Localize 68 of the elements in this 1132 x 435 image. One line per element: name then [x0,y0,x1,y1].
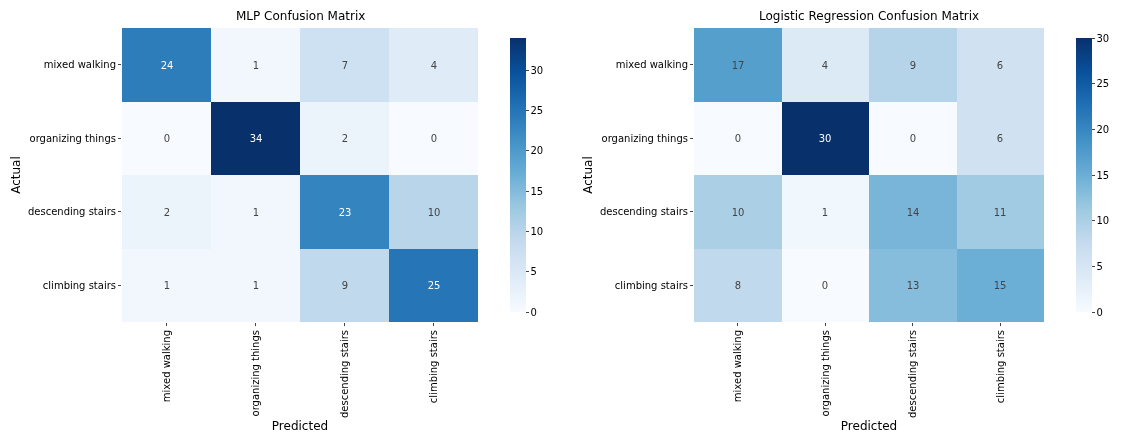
data-label: 1 [252,206,260,218]
color-bar-label: 30 [1096,32,1110,44]
data-label: 0 [821,279,829,291]
data-label: 0 [430,132,438,144]
color-bar-label: 5 [530,266,537,278]
chart-title: Logistic Regression Confusion Matrix [759,9,980,23]
color-bar-label: 30 [530,64,544,76]
x-tick-label: organizing things [819,330,831,417]
data-label: 10 [731,206,745,218]
data-label: 24 [160,59,174,71]
y-tick-label: descending stairs [27,206,116,218]
color-bar-label: 0 [1096,306,1103,318]
data-label: 0 [909,132,917,144]
chart-title: MLP Confusion Matrix [236,9,366,23]
y-tick-label: organizing things [29,132,116,144]
data-label: 2 [341,132,349,144]
x-tick-label: descending stairs [907,330,918,419]
data-label: 23 [338,206,352,218]
x-tick-label: climbing stairs [994,330,1006,404]
data-label: 8 [734,279,742,291]
data-label: 15 [993,279,1007,291]
x-tick-label: organizing things [249,330,261,417]
data-label: 34 [249,132,263,144]
y-axis-title: Actual [581,156,596,194]
data-label: 6 [996,132,1004,144]
data-label: 11 [993,206,1007,218]
y-tick-label: organizing things [601,132,688,144]
data-label: 0 [734,132,742,144]
color-bar-label: 5 [1096,260,1103,272]
data-label: 17 [731,59,745,71]
x-axis-title: Predicted [840,418,898,433]
data-label: 1 [163,279,171,291]
data-label: 0 [163,132,171,144]
x-tick-label: mixed walking [732,330,743,403]
color-bar-label: 20 [1096,123,1110,135]
color-bar-label: 10 [530,225,544,237]
data-label: 25 [427,279,441,291]
y-tick-label: climbing stairs [42,279,116,291]
y-axis-title: Actual [9,156,24,194]
data-label: 7 [341,59,349,71]
data-label: 6 [996,59,1004,71]
data-label: 14 [906,206,920,218]
data-label: 1 [252,59,260,71]
data-label: 9 [341,279,349,291]
data-label: 4 [430,59,438,71]
x-axis-title: Predicted [271,418,329,433]
data-label: 1 [252,279,260,291]
color-bar-label: 15 [530,185,544,197]
y-tick-label: mixed walking [615,59,688,71]
data-label: 9 [909,59,917,71]
x-tick-label: descending stairs [338,330,350,419]
x-tick-label: mixed walking [160,330,172,403]
y-tick-label: climbing stairs [614,279,688,291]
data-label: 10 [427,206,441,218]
x-tick-label: climbing stairs [427,330,439,404]
color-bar-label: 15 [1096,169,1110,181]
color-bar-label: 0 [530,306,537,318]
color-bar-label: 25 [1096,78,1110,90]
data-label: 2 [163,206,171,218]
y-tick-label: descending stairs [599,206,688,218]
color-bar-label: 10 [1096,215,1110,227]
data-label: 4 [821,59,829,71]
color-bar-label: 25 [530,105,544,117]
data-label: 13 [906,279,920,291]
y-tick-label: mixed walking [43,59,116,71]
color-bar-label: 20 [530,145,544,157]
data-label: 1 [821,206,829,218]
data-label: 30 [818,132,832,144]
